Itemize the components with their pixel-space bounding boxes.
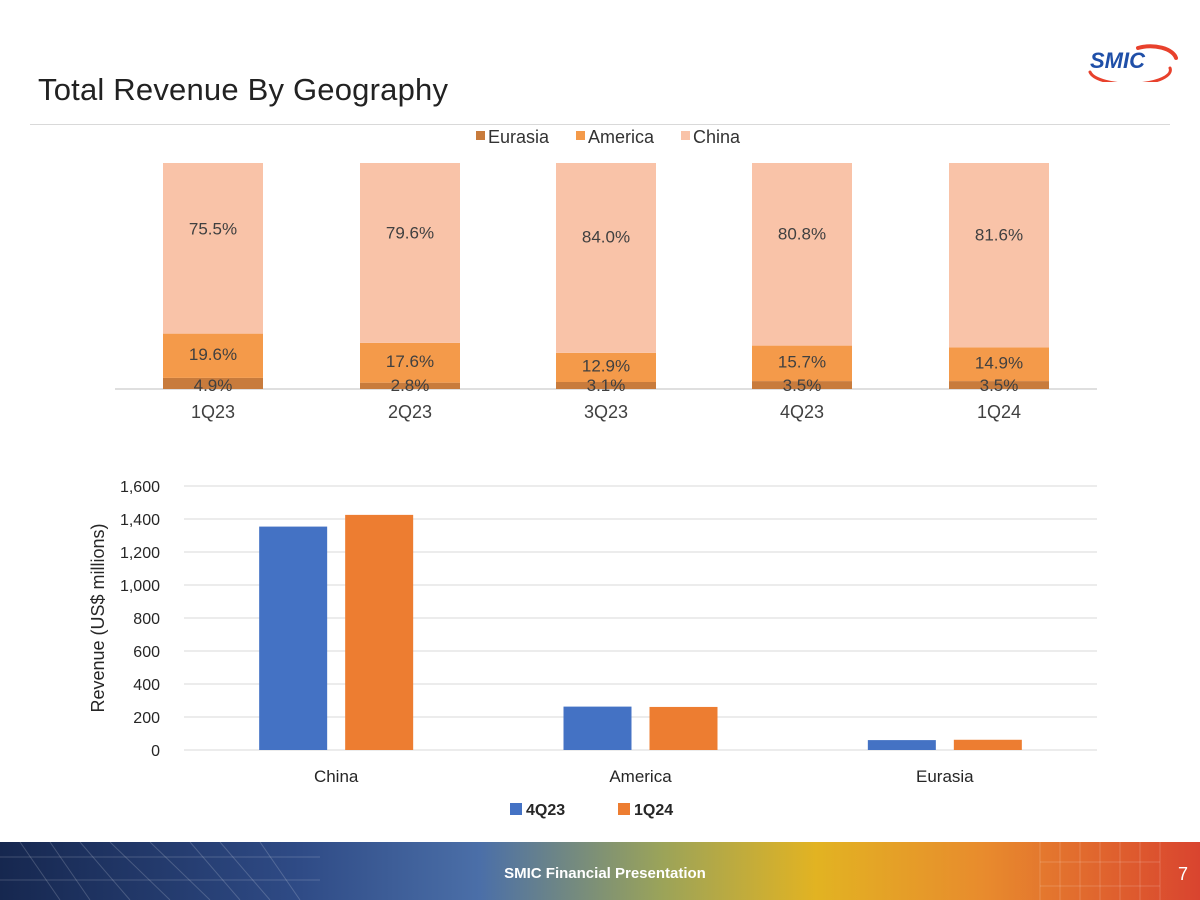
bar-america-2q23 (360, 342, 460, 383)
page-number: 7 (1177, 864, 1188, 884)
bar-eurasia-4q23 (752, 381, 852, 389)
y-tick-0: 0 (151, 743, 160, 760)
data-label-america-1q24: 14.9% (975, 353, 1023, 372)
data-label-america-4q23: 15.7% (778, 352, 826, 371)
legend-swatch-china (681, 131, 690, 140)
bar-eurasia-2q23 (360, 382, 460, 389)
bar-4q23-china (259, 526, 328, 750)
data-label-eurasia-1q24: 3.5% (980, 376, 1019, 395)
x-tick-america: America (609, 767, 672, 786)
x-tick-3q23: 3Q23 (584, 402, 628, 422)
stacked-share-chart: Eurasia America China 4.9% 19.6% 75.5% 1Q23 2.8… (115, 127, 1097, 422)
bar-china-1q24 (949, 163, 1049, 348)
bar-eurasia-3q23 (556, 381, 656, 389)
bar-america-1q23 (163, 333, 263, 378)
bar-1q24-america (649, 706, 718, 750)
logo-text: SMIC (1090, 48, 1146, 73)
y-tick-600: 600 (133, 644, 160, 661)
bar-china-3q23 (556, 163, 656, 353)
y-tick-1000: 1,000 (120, 578, 160, 595)
y-tick-1400: 1,400 (120, 512, 160, 529)
y-tick-1200: 1,200 (120, 545, 160, 562)
footer-title: SMIC Financial Presentation (504, 865, 706, 882)
legend-label-china: China (693, 127, 741, 147)
legend-swatch-america (576, 131, 585, 140)
data-label-america-2q23: 17.6% (386, 352, 434, 371)
legend-swatch-1q24 (618, 803, 630, 815)
legend-label-4q23: 4Q23 (526, 802, 565, 819)
footer-bar: SMIC Financial Presentation 7 (0, 842, 1200, 900)
data-label-china-4q23: 80.8% (778, 225, 826, 244)
data-label-america-1q23: 19.6% (189, 345, 237, 364)
bar-1q24-china (345, 514, 414, 750)
data-label-china-2q23: 79.6% (386, 224, 434, 243)
title-divider (30, 124, 1170, 125)
circuit-pattern (0, 842, 1161, 900)
x-tick-eurasia: Eurasia (916, 767, 974, 786)
x-tick-1q24: 1Q24 (977, 402, 1021, 422)
data-label-china-1q23: 75.5% (189, 220, 237, 239)
data-label-eurasia-2q23: 2.8% (391, 376, 430, 395)
page-title: Total Revenue By Geography (38, 72, 449, 107)
bar-america-4q23 (752, 345, 852, 382)
smic-logo: SMIC (1088, 44, 1178, 82)
data-label-eurasia-4q23: 3.5% (783, 376, 822, 395)
bar-eurasia-1q23 (163, 377, 263, 389)
y-tick-200: 200 (133, 710, 160, 727)
y-tick-800: 800 (133, 611, 160, 628)
bar-eurasia-1q24 (949, 381, 1049, 389)
bar-america-3q23 (556, 352, 656, 382)
bar-china-2q23 (360, 163, 460, 343)
x-tick-2q23: 2Q23 (388, 402, 432, 422)
x-tick-1q23: 1Q23 (191, 402, 235, 422)
legend-swatch-4q23 (510, 803, 522, 815)
bar-china-1q23 (163, 163, 263, 334)
legend-swatch-eurasia (476, 131, 485, 140)
x-tick-4q23: 4Q23 (780, 402, 824, 422)
legend-label-1q24: 1Q24 (634, 802, 673, 819)
data-label-eurasia-3q23: 3.1% (587, 376, 626, 395)
data-label-america-3q23: 12.9% (582, 356, 630, 375)
y-tick-400: 400 (133, 677, 160, 694)
legend-label-america: America (588, 127, 655, 147)
bar-america-1q24 (949, 347, 1049, 382)
bar-4q23-eurasia (867, 740, 936, 750)
bar-4q23-america (563, 706, 632, 750)
y-tick-1600: 1,600 (120, 479, 160, 496)
data-label-china-1q24: 81.6% (975, 225, 1023, 244)
legend-label-eurasia: Eurasia (488, 127, 550, 147)
data-label-eurasia-1q23: 4.9% (194, 376, 233, 395)
bar-china-4q23 (752, 163, 852, 346)
data-label-china-3q23: 84.0% (582, 228, 630, 247)
bar-1q24-eurasia (953, 739, 1022, 750)
x-tick-china: China (314, 767, 359, 786)
revenue-bar-chart: 0 200 400 600 800 1,000 1,200 1,400 1,600 Revenue… (88, 479, 1097, 819)
y-axis-label: Revenue (US$ millions) (88, 523, 108, 712)
